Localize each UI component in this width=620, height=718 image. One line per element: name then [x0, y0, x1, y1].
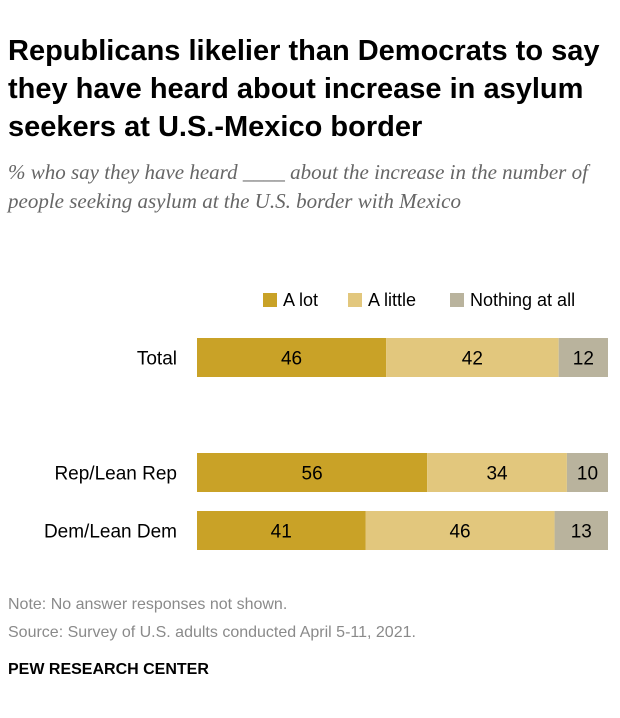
bar-dem-lean-dem-a-lot — [197, 511, 366, 550]
data-label-rep-lean-rep-nothing-at-all: 10 — [577, 464, 598, 485]
chart-subtitle: % who say they have heard ____ about the… — [8, 160, 588, 213]
note: Note: No answer responses not shown. — [8, 596, 288, 613]
legend-swatch-nothing-at-all — [450, 293, 464, 307]
data-label-dem-lean-dem-a-little: 46 — [449, 522, 470, 543]
bar-total-a-little — [386, 338, 559, 377]
data-label-total-a-lot: 46 — [281, 349, 302, 370]
bar-total-nothing-at-all — [558, 338, 608, 377]
chart-title: Republicans likelier than Democrats to s… — [8, 35, 600, 143]
data-label-rep-lean-rep-a-lot: 56 — [302, 464, 323, 485]
bar-rep-lean-rep-a-lot — [197, 453, 428, 492]
bar-rep-lean-rep-a-little — [427, 453, 567, 492]
bar-rep-lean-rep-nothing-at-all — [566, 453, 608, 492]
category-label-total: Total — [137, 349, 177, 370]
data-label-total-nothing-at-all: 12 — [573, 349, 594, 370]
pew-research-center-logo: PEW RESEARCH CENTER — [8, 661, 209, 678]
legend-swatch-a-little — [348, 293, 362, 307]
category-label-dem-lean-dem: Dem/Lean Dem — [44, 522, 177, 543]
legend-label-nothing-at-all: Nothing at all — [470, 290, 575, 310]
data-label-rep-lean-rep-a-little: 34 — [486, 464, 508, 485]
bar-total-a-lot — [197, 338, 387, 377]
legend-swatch-a-lot — [263, 293, 277, 307]
data-label-dem-lean-dem-a-lot: 41 — [271, 522, 292, 543]
stacked-bar-chart: A lot A little Nothing at all Total 46 42 12 Re… — [44, 290, 608, 550]
category-label-rep-lean-rep: Rep/Lean Rep — [54, 464, 177, 485]
legend-label-a-lot: A lot — [283, 290, 318, 310]
bar-dem-lean-dem-nothing-at-all — [554, 511, 608, 550]
legend-label-a-little: A little — [368, 290, 416, 310]
data-label-dem-lean-dem-nothing-at-all: 13 — [571, 522, 592, 543]
source: Source: Survey of U.S. adults conducted … — [8, 624, 416, 641]
data-label-total-a-little: 42 — [462, 349, 483, 370]
bar-dem-lean-dem-a-little — [365, 511, 555, 550]
